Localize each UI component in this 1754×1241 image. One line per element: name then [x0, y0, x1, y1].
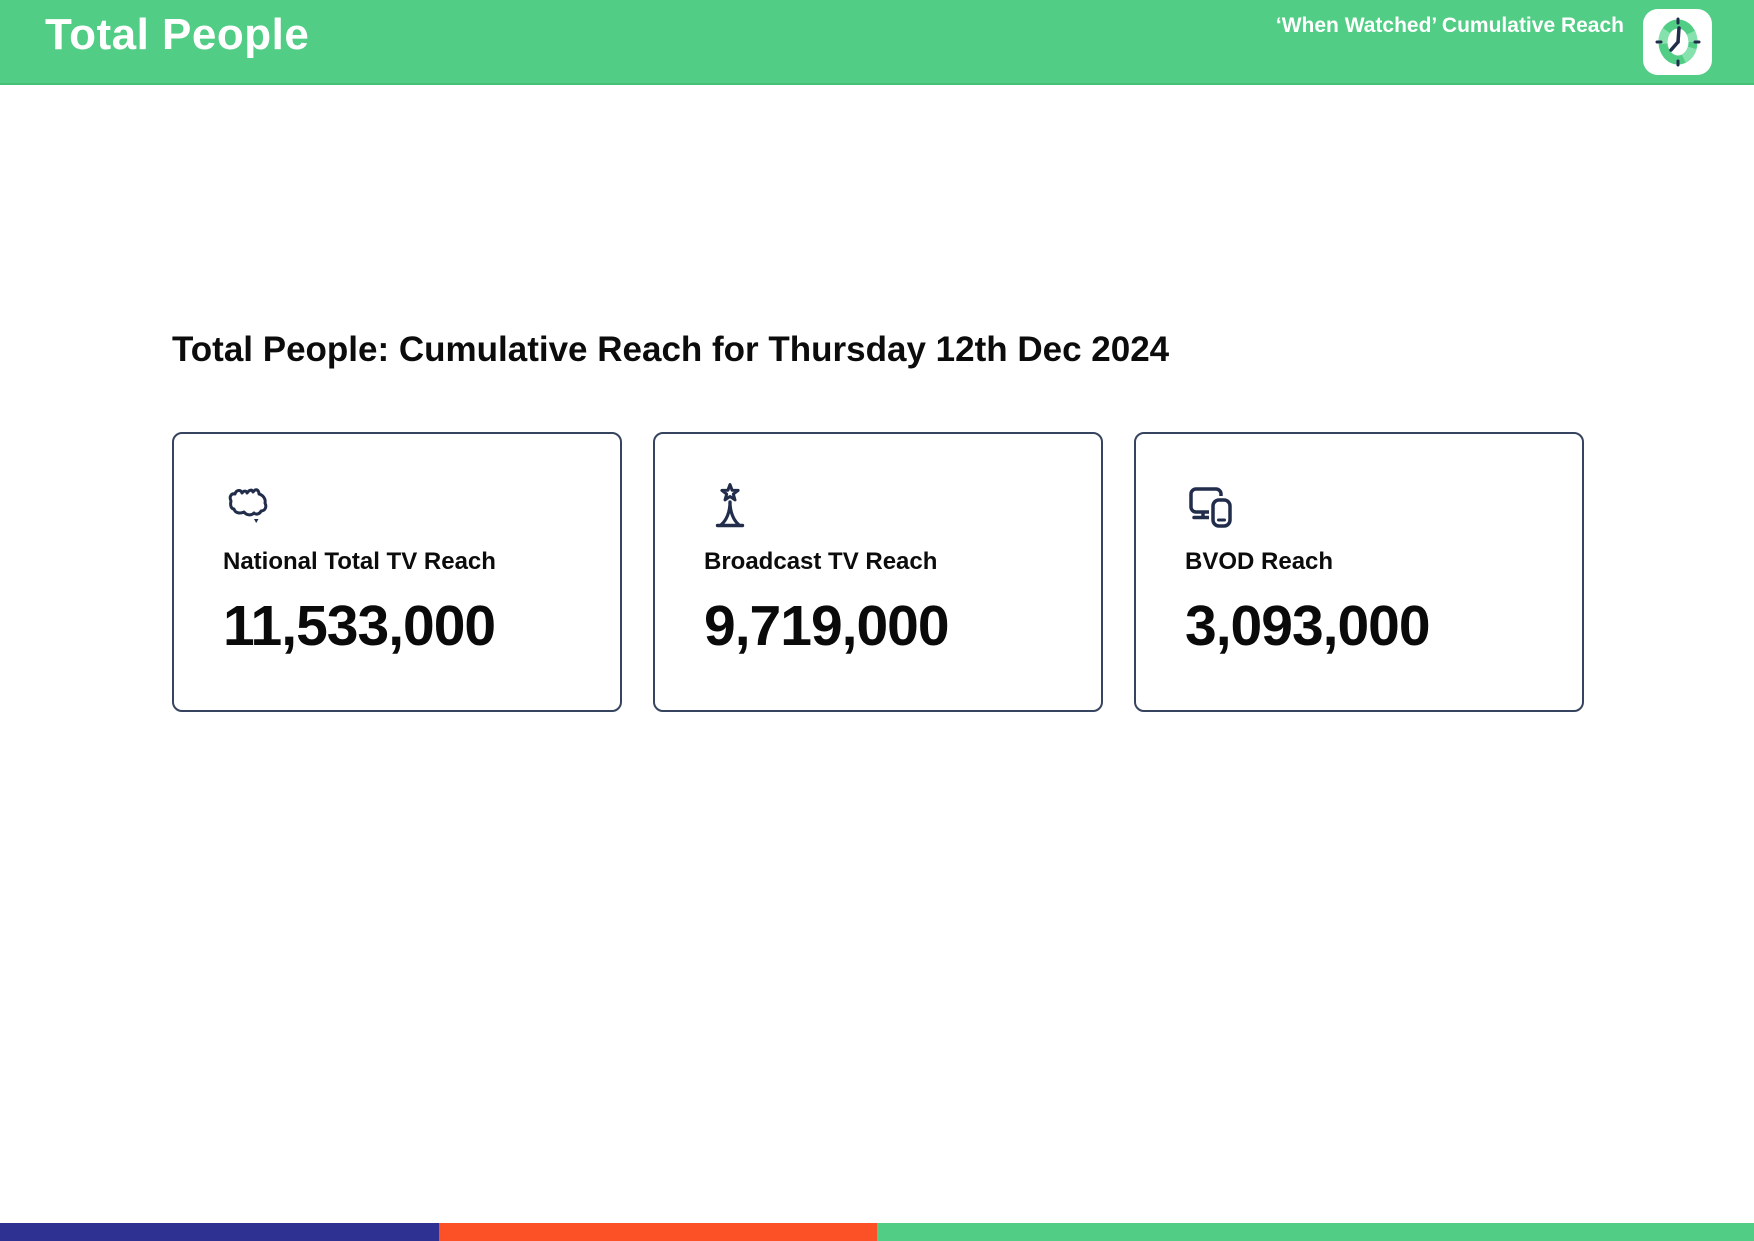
- kpi-label: BVOD Reach: [1185, 548, 1334, 575]
- broadcast-tower-icon: [704, 480, 756, 530]
- footer-bar-segment-green: [877, 1223, 1754, 1241]
- kpi-value: 3,093,000: [1185, 594, 1431, 658]
- kpi-cards-row: National Total TV Reach 11,533,000 Broad…: [172, 432, 1584, 712]
- page-title: Total People: [45, 10, 310, 59]
- devices-icon: [1185, 480, 1237, 530]
- kpi-card-bvod: BVOD Reach 3,093,000: [1134, 432, 1584, 712]
- header-subtitle: ‘When Watched’ Cumulative Reach: [1275, 14, 1624, 37]
- header-bar: Total People ‘When Watched’ Cumulative R…: [0, 0, 1754, 85]
- footer-bar-segment-blue: [0, 1223, 439, 1241]
- app-logo-badge: [1643, 9, 1712, 75]
- report-heading: Total People: Cumulative Reach for Thurs…: [172, 330, 1170, 369]
- clock-icon: [1652, 16, 1704, 68]
- kpi-card-broadcast-tv: Broadcast TV Reach 9,719,000: [653, 432, 1103, 712]
- footer-brand-bar: [0, 1223, 1754, 1241]
- kpi-value: 11,533,000: [223, 594, 496, 658]
- kpi-label: National Total TV Reach: [223, 548, 496, 575]
- kpi-label: Broadcast TV Reach: [704, 548, 938, 575]
- kpi-value: 9,719,000: [704, 594, 950, 658]
- kpi-card-national-total-tv: National Total TV Reach 11,533,000: [172, 432, 622, 712]
- footer-bar-segment-orange: [438, 1223, 877, 1241]
- australia-map-icon: [223, 480, 275, 530]
